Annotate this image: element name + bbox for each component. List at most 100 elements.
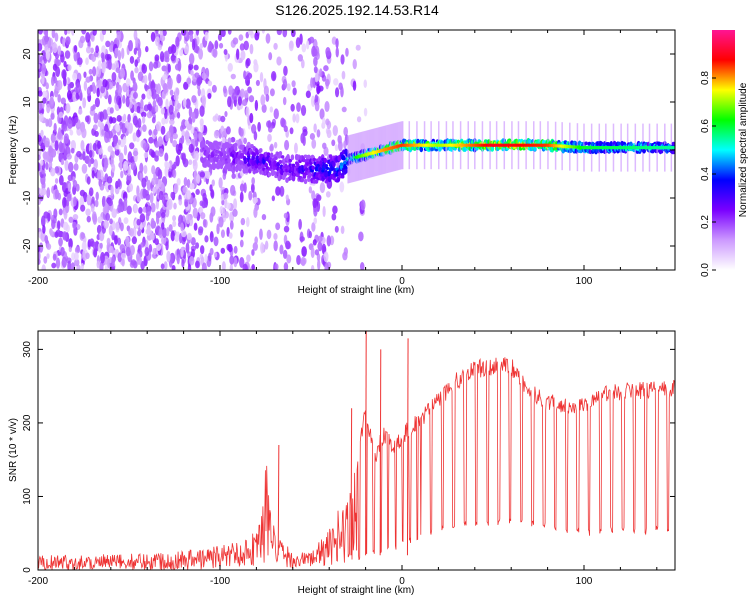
spectral-speckle — [276, 56, 282, 66]
spectral-speckle — [188, 53, 195, 65]
spectral-speckle — [77, 108, 83, 115]
spectral-speckle — [51, 219, 56, 230]
spectral-speckle — [233, 256, 238, 268]
spectral-speckle — [108, 44, 114, 53]
spectral-speckle — [295, 37, 301, 49]
spectral-speckle — [125, 236, 130, 247]
snr-y-label: SNR (10 * v/v) — [8, 418, 19, 482]
spectral-speckle — [123, 144, 128, 156]
spectral-speckle — [159, 51, 165, 62]
spectral-speckle — [146, 111, 153, 119]
spectral-speckle — [91, 196, 95, 203]
spectral-speckle — [345, 47, 349, 57]
spectral-speckle — [155, 93, 160, 103]
spectral-speckle — [130, 161, 137, 171]
spectral-speckle — [167, 63, 171, 73]
spectral-speckle — [164, 152, 169, 162]
spectral-speckle — [97, 216, 103, 224]
spectral-speckle — [204, 170, 210, 177]
spectral-speckle — [166, 226, 170, 237]
spectral-speckle — [282, 249, 288, 260]
spectral-speckle — [57, 45, 62, 56]
ridge-cell — [308, 172, 312, 179]
spectral-speckle — [46, 186, 50, 198]
spectral-speckle — [103, 160, 109, 169]
spectral-speckle — [131, 236, 138, 245]
spectral-speckle — [183, 177, 188, 187]
ridge-cell — [305, 159, 310, 164]
spectral-speckle — [50, 167, 56, 177]
ridge-cell — [296, 162, 300, 168]
spectral-speckle — [93, 112, 99, 124]
spectral-speckle — [102, 30, 107, 36]
spectral-speckle — [193, 64, 199, 71]
spectral-speckle — [160, 125, 166, 135]
spectral-speckle — [200, 212, 206, 220]
spectral-speckle — [104, 131, 110, 144]
snr-y-ticks: 0 100 200 300 — [22, 341, 675, 573]
spectral-speckle — [178, 199, 183, 206]
spectral-speckle — [180, 222, 185, 232]
spectral-speckle — [48, 145, 53, 153]
spectral-speckle — [270, 71, 277, 82]
spectral-speckle — [161, 227, 167, 239]
ridge-cell — [267, 172, 272, 177]
spectral-speckle — [68, 246, 72, 253]
spectral-speckle — [43, 211, 49, 219]
spectral-speckle — [97, 60, 102, 69]
x-tick-label: -100 — [210, 576, 230, 587]
spectral-speckle — [220, 115, 226, 123]
spectral-speckle — [109, 116, 113, 124]
spectral-speckle — [92, 66, 97, 77]
spectral-speckle — [360, 199, 366, 211]
spectral-speckle — [259, 228, 263, 241]
spectral-speckle — [141, 63, 148, 74]
spectral-speckle — [103, 220, 109, 229]
ridge-cell — [269, 152, 274, 159]
spectral-speckle — [144, 247, 150, 257]
spectral-speckle — [199, 118, 204, 127]
spectral-speckle — [60, 97, 66, 105]
spectral-speckle — [239, 127, 244, 137]
ridge-cell — [227, 158, 231, 163]
spectral-speckle — [223, 192, 229, 200]
spectral-speckle — [311, 222, 316, 232]
spectral-speckle — [229, 263, 233, 270]
spectral-speckle — [285, 240, 291, 250]
spectral-speckle — [184, 129, 190, 142]
spectral-speckle — [201, 201, 207, 209]
spectral-speckle — [239, 183, 245, 192]
spectral-speckle — [149, 192, 154, 204]
spectral-speckle — [173, 183, 179, 194]
colorbar-ticks: 0.0 0.2 0.4 0.6 0.8 — [700, 71, 716, 277]
spectral-speckle — [238, 34, 244, 41]
spectral-speckle — [241, 99, 248, 106]
ridge-cell — [311, 165, 315, 170]
spectral-speckle — [111, 163, 116, 173]
snr-spike — [350, 408, 353, 556]
spectral-speckle — [174, 63, 181, 71]
spectral-speckle — [122, 82, 128, 93]
spectral-speckle — [61, 256, 67, 268]
spectral-speckle — [133, 47, 137, 55]
spectral-speckle — [192, 207, 198, 219]
spectral-speckle — [99, 261, 104, 270]
spectral-speckle — [217, 33, 222, 41]
spectral-speckle — [243, 40, 249, 51]
spectral-speckle — [86, 86, 92, 97]
spectral-speckle — [111, 71, 117, 82]
spectral-speckle — [67, 119, 73, 129]
spectral-speckle — [111, 255, 116, 268]
spectral-speckle — [117, 84, 122, 96]
spectral-speckle — [152, 247, 158, 256]
ridge-cell — [303, 178, 308, 185]
spectral-speckle — [142, 142, 149, 151]
spectral-speckle — [325, 47, 331, 57]
colorbar-tick-label: 0.8 — [700, 71, 711, 85]
spectral-speckle — [314, 94, 319, 104]
colorbar: 0.0 0.2 0.4 0.6 0.8 Normalized spectral ampl… — [700, 30, 749, 277]
spectral-speckle — [177, 102, 181, 110]
spectral-speckle — [220, 30, 226, 38]
spectral-speckle — [230, 73, 236, 80]
